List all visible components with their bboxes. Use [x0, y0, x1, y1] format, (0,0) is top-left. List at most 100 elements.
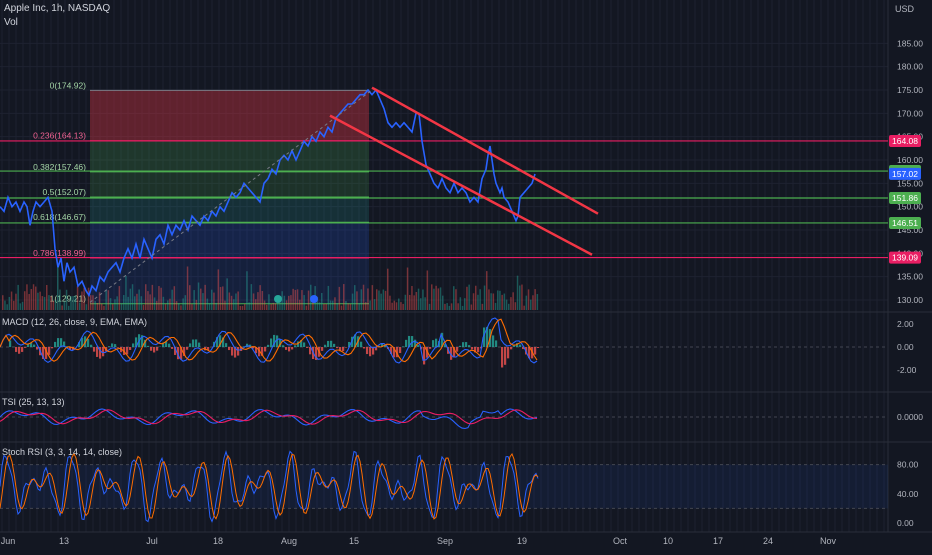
volume-bar	[207, 299, 209, 310]
symbol-title[interactable]: Apple Inc, 1h, NASDAQ	[4, 3, 110, 14]
volume-bar	[301, 290, 303, 310]
dividend-marker-icon	[310, 295, 318, 303]
volume-bar	[358, 303, 360, 310]
volume-bar	[152, 285, 154, 310]
time-axis-label: 17	[713, 536, 723, 546]
volume-bar	[174, 286, 176, 310]
macd-histogram-bar	[93, 347, 95, 352]
volume-bar	[473, 293, 475, 310]
volume-bar	[336, 303, 338, 310]
volume-bar	[198, 282, 200, 310]
volume-bar	[264, 301, 266, 310]
macd-histogram-bar	[51, 347, 53, 348]
macd-axis-tick: 0.00	[897, 342, 914, 352]
price-tag-label: 146.51	[892, 218, 918, 228]
volume-bar	[374, 299, 376, 310]
tsi-pane-label[interactable]: TSI (25, 13, 13)	[2, 397, 65, 407]
volume-bar	[191, 304, 193, 310]
volume-bar	[389, 296, 391, 310]
macd-histogram-bar	[237, 347, 239, 356]
volume-bar	[515, 302, 517, 310]
volume-bar	[367, 288, 369, 310]
macd-histogram-bar	[495, 340, 497, 347]
volume-bar	[86, 304, 88, 310]
volume-bar	[141, 296, 143, 310]
volume-bar	[453, 286, 455, 310]
volume-bar	[460, 297, 462, 310]
volume-bar	[365, 302, 367, 310]
time-axis-label: Aug	[281, 536, 297, 546]
macd-histogram-bar	[153, 347, 155, 352]
volume-bar	[356, 291, 358, 310]
macd-histogram-bar	[267, 345, 269, 347]
macd-histogram-bar	[171, 347, 173, 349]
volume-bar	[68, 306, 70, 310]
macd-histogram-bar	[327, 341, 329, 347]
volume-bar	[363, 285, 365, 310]
volume-bar	[125, 276, 127, 310]
volume-bar	[259, 285, 261, 310]
macd-histogram-bar	[534, 347, 536, 355]
price-tag-label: 157.02	[892, 169, 918, 179]
volume-bar	[156, 301, 158, 310]
volume-bar	[46, 285, 48, 310]
macd-histogram-bar	[537, 347, 539, 348]
volume-bar	[79, 303, 81, 310]
macd-histogram-bar	[117, 347, 119, 348]
volume-bar	[204, 285, 206, 310]
volume-bar	[504, 294, 506, 310]
macd-histogram-bar	[294, 345, 296, 347]
time-axis-label: 10	[663, 536, 673, 546]
volume-bar	[75, 296, 77, 310]
volume-bar	[57, 265, 59, 310]
macd-histogram-bar	[276, 335, 278, 347]
volume-bar	[202, 293, 204, 310]
volume-bar	[534, 289, 536, 310]
macd-histogram-bar	[471, 347, 473, 349]
price-tag-label: 139.09	[892, 253, 918, 263]
volume-bar	[222, 286, 224, 310]
volume-bar	[462, 306, 464, 310]
volume-bar	[396, 302, 398, 310]
fib-zone	[90, 222, 369, 258]
macd-histogram-bar	[432, 340, 434, 347]
macd-histogram-bar	[333, 344, 335, 347]
volume-bar	[72, 296, 74, 310]
macd-histogram-bar	[468, 345, 470, 347]
macd-histogram-bar	[330, 341, 332, 347]
volume-bar	[308, 291, 310, 310]
volume-bar	[145, 284, 147, 310]
volume-bar	[411, 286, 413, 310]
volume-bar	[332, 301, 334, 310]
volume-bar	[17, 285, 19, 310]
volume-bar	[345, 301, 347, 310]
volume-bar	[438, 288, 440, 310]
volume-bar	[501, 295, 503, 310]
volume-bar	[526, 296, 528, 310]
volume-bar	[510, 297, 512, 310]
volume-bar	[433, 289, 435, 310]
macd-histogram-bar	[321, 347, 323, 351]
volume-bar	[420, 298, 422, 310]
macd-histogram-bar	[435, 339, 437, 347]
volume-bar	[435, 286, 437, 310]
price-axis-tick: 170.00	[897, 108, 923, 118]
macd-pane-label[interactable]: MACD (12, 26, close, 9, EMA, EMA)	[2, 317, 147, 327]
currency-label[interactable]: USD	[895, 4, 914, 14]
time-axis-label: Jul	[146, 536, 158, 546]
volume-bar	[55, 300, 57, 310]
volume-bar	[246, 271, 248, 310]
volume-bar	[83, 288, 85, 310]
macd-histogram-bar	[36, 347, 38, 350]
volume-bar	[61, 305, 63, 310]
volume-bar	[112, 304, 114, 310]
macd-histogram-bar	[519, 345, 521, 347]
volume-bar	[290, 295, 292, 310]
volume-bar	[229, 292, 231, 310]
stoch-pane-label[interactable]: Stoch RSI (3, 3, 14, 14, close)	[2, 447, 122, 457]
volume-bar	[237, 291, 239, 310]
volume-bar	[4, 301, 6, 310]
price-axis-tick: 180.00	[897, 62, 923, 72]
